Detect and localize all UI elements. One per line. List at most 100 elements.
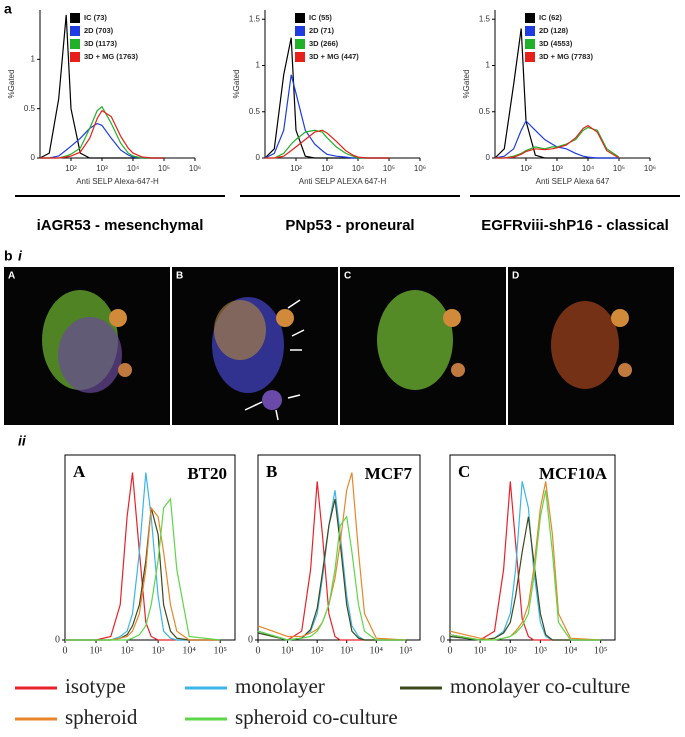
chart-caption: EGFRviii-shP16 - classical: [481, 217, 669, 234]
chart-title: MCF10A: [539, 464, 608, 483]
histogram-line: [65, 472, 221, 641]
histogram-line: [449, 481, 601, 641]
y-tick-label: 0: [55, 634, 60, 645]
y-tick-label: 0: [256, 153, 261, 162]
histogram-line: [40, 105, 164, 159]
cell: [451, 363, 465, 377]
legend-swatch: [295, 39, 305, 49]
cell-cluster: [58, 317, 122, 393]
legend-swatch: [525, 39, 535, 49]
arrows: [244, 299, 305, 421]
x-tick-label: 10⁶: [644, 164, 656, 173]
micrographs: A B C D: [4, 267, 674, 425]
x-tick-label: 10⁵: [158, 164, 170, 173]
y-tick-label: 0.5: [249, 107, 261, 116]
y-axis-label: %Gated: [232, 70, 241, 99]
panel-letter: C: [458, 462, 470, 481]
histogram-line: [40, 122, 164, 159]
panel-letter: B: [266, 462, 277, 481]
histogram-line: [257, 498, 406, 641]
histogram-line: [65, 497, 221, 641]
x-tick-label: 10⁴: [370, 645, 384, 656]
x-tick-label: 10⁴: [564, 645, 578, 656]
legend-swatch: [525, 13, 535, 23]
x-tick-label: 10¹: [90, 645, 103, 656]
legend-label: spheroid co-culture: [235, 705, 398, 729]
panel-letter: A: [73, 462, 86, 481]
legend-swatch: [70, 52, 80, 62]
y-tick-label: 0: [248, 634, 253, 645]
cell: [618, 363, 632, 377]
x-tick-label: 10¹: [281, 645, 294, 656]
micrograph-label: A: [8, 271, 15, 282]
panel-label: a: [4, 1, 12, 17]
histogram-line: [40, 109, 164, 159]
x-axis-label: Anti SELP Alexa 647: [536, 177, 610, 186]
histogram-line: [449, 490, 601, 641]
y-axis-label: %Gated: [462, 70, 471, 99]
legend-swatch: [295, 26, 305, 36]
plot-frame: [64, 454, 236, 641]
plot-frame: [449, 454, 616, 641]
chart-caption: PNp53 - proneural: [285, 217, 414, 234]
y-tick-label: 1: [256, 61, 261, 70]
legend-swatch: [525, 52, 535, 62]
x-tick-label: 10⁵: [613, 164, 625, 173]
histogram-line: [65, 472, 221, 641]
histogram-line: [494, 119, 619, 159]
x-tick-label: 10²: [504, 645, 517, 656]
histogram-line: [257, 515, 406, 641]
x-tick-label: 10³: [96, 164, 108, 173]
x-tick-label: 10⁴: [182, 645, 196, 656]
histogram-line: [449, 481, 601, 641]
x-tick-label: 10⁵: [383, 164, 395, 173]
legend-label: monolayer co-culture: [450, 674, 630, 698]
y-tick-label: 1: [31, 54, 36, 63]
histogram-line: [39, 14, 164, 159]
x-tick-label: 10⁵: [399, 645, 413, 656]
x-tick-label: 10⁵: [213, 645, 227, 656]
cell-cluster: [551, 301, 619, 389]
x-tick-label: 10²: [311, 645, 324, 656]
panel-label: b: [4, 248, 13, 264]
legend-swatch: [295, 13, 305, 23]
x-tick-label: 10⁴: [582, 164, 595, 173]
histogram-line: [495, 124, 620, 159]
chart-title: MCF7: [365, 464, 413, 483]
x-tick-label: 10⁵: [594, 645, 608, 656]
legend-label: 2D (703): [84, 26, 114, 35]
x-tick-label: 0: [448, 645, 453, 656]
x-tick-label: 10³: [321, 164, 333, 173]
y-tick-label: 0: [486, 153, 491, 162]
histogram-line: [264, 74, 389, 159]
x-tick-label: 10²: [121, 645, 134, 656]
cell: [109, 309, 127, 327]
legend-label: 2D (71): [309, 26, 335, 35]
legend-label: 3D + MG (447): [309, 52, 359, 61]
x-tick-label: 10³: [534, 645, 547, 656]
chart-caption: iAGR53 - mesenchymal: [37, 217, 204, 234]
x-tick-label: 10⁶: [189, 164, 201, 173]
histogram-line: [265, 129, 389, 159]
part-label: ii: [18, 433, 27, 449]
x-tick-label: 10⁴: [352, 164, 365, 173]
legend-label: IC (73): [84, 13, 107, 22]
y-tick-label: 1: [486, 61, 491, 70]
micrograph-label: D: [512, 271, 519, 282]
y-tick-label: 0.5: [24, 104, 36, 113]
x-tick-label: 10²: [290, 164, 302, 173]
x-tick-label: 10²: [520, 164, 532, 173]
x-tick-label: 10²: [65, 164, 77, 173]
y-tick-label: 0: [440, 634, 445, 645]
y-tick-label: 0.5: [479, 107, 491, 116]
legend-label: 3D (4553): [539, 39, 573, 48]
cell: [443, 309, 461, 327]
part-label: i: [18, 248, 23, 264]
cell: [276, 309, 294, 327]
legend-swatch: [70, 39, 80, 49]
cell: [262, 390, 282, 410]
histogram-line: [65, 506, 221, 641]
micrograph-label: B: [176, 271, 183, 282]
x-tick-label: 10³: [551, 164, 563, 173]
